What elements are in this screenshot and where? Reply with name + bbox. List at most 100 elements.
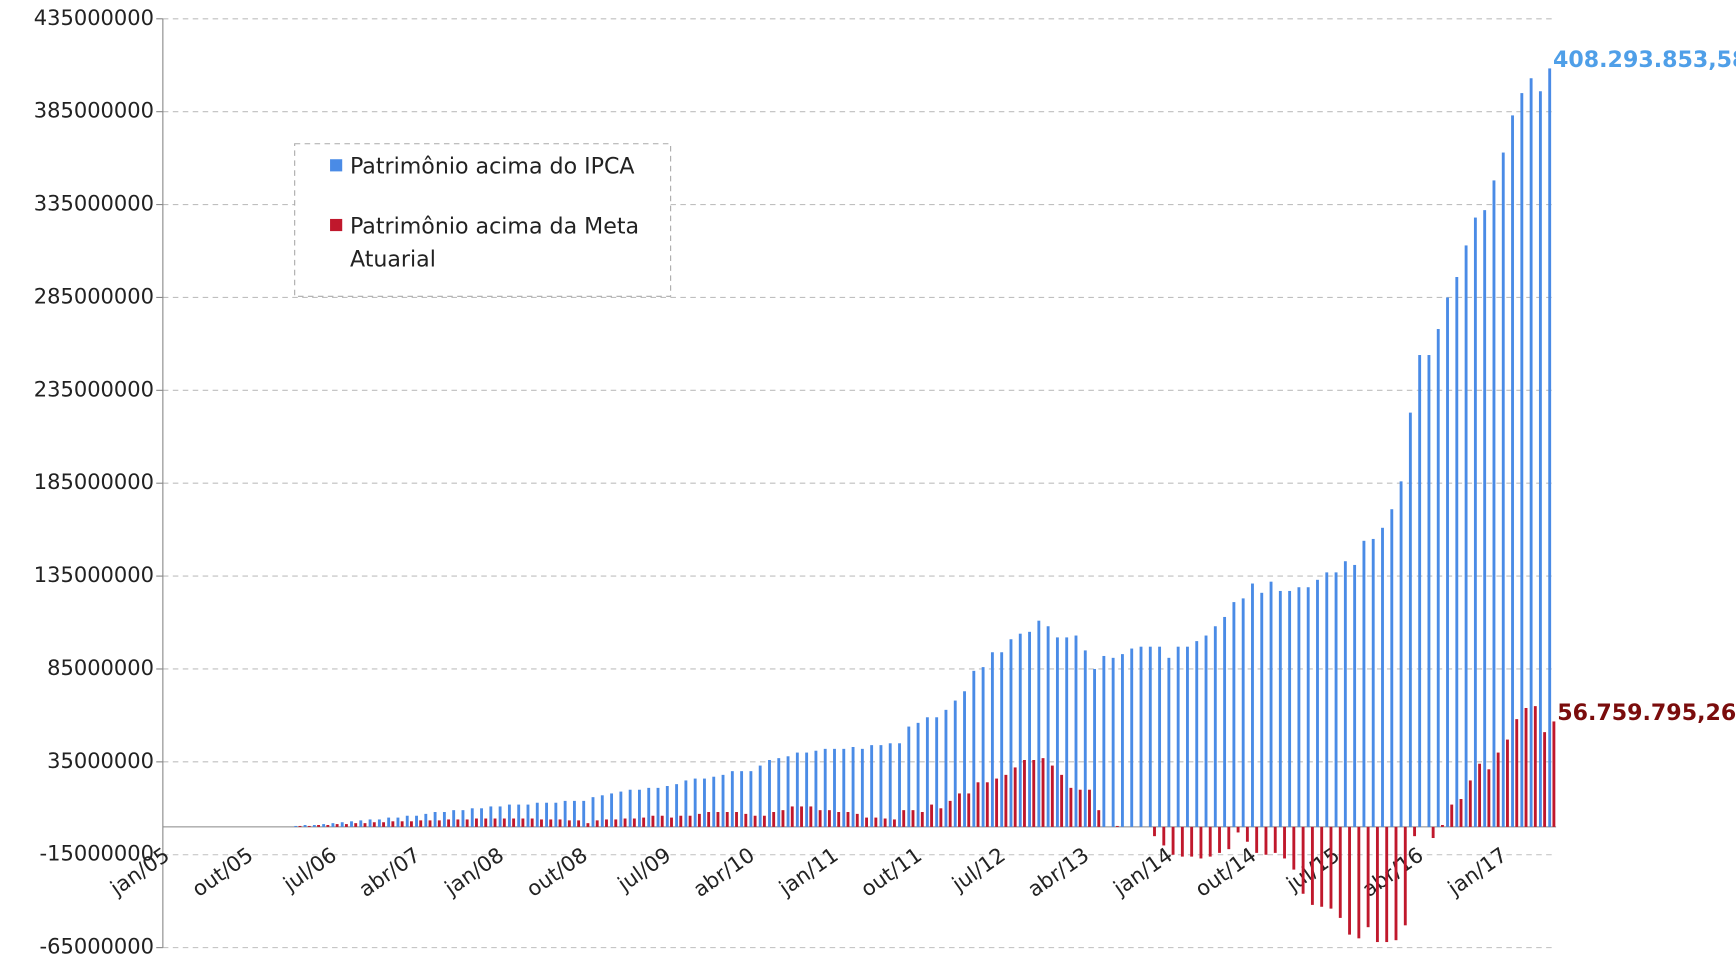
bar (1153, 826, 1156, 837)
bar (484, 818, 488, 827)
bar (1158, 646, 1162, 827)
bar (317, 825, 320, 827)
bar (703, 778, 706, 827)
bar (1009, 639, 1013, 827)
bar (1418, 355, 1422, 827)
bar (1074, 635, 1078, 827)
bar (638, 789, 641, 827)
bar (507, 804, 511, 827)
bar (1381, 527, 1384, 827)
bar (605, 819, 608, 827)
bar (898, 743, 901, 827)
bar (1543, 732, 1547, 827)
bar (1468, 780, 1472, 827)
bar (1297, 587, 1301, 827)
bar (1413, 826, 1417, 837)
bar (322, 824, 326, 827)
bar (995, 778, 999, 827)
bar (1180, 826, 1184, 857)
x-tick-label: jul/06 (278, 843, 341, 897)
bar (1483, 210, 1487, 827)
bar (744, 813, 748, 827)
bar (1004, 774, 1008, 827)
bar (1362, 540, 1366, 827)
bar (415, 815, 418, 827)
bar (1283, 826, 1286, 859)
x-tick-label: out/11 (857, 843, 927, 902)
bar (656, 787, 660, 827)
bar (707, 812, 711, 827)
bar (712, 776, 716, 827)
bar (387, 817, 391, 827)
bar (354, 823, 358, 827)
bar (753, 815, 757, 827)
bar (470, 808, 474, 827)
bar (814, 750, 818, 827)
bar (1399, 481, 1403, 827)
value-label: 408.293.853,58 (1553, 47, 1736, 73)
bar (846, 812, 850, 827)
bar (517, 804, 521, 827)
bar (419, 820, 423, 827)
bar (382, 822, 386, 827)
bar (1278, 590, 1282, 827)
bar (990, 652, 994, 827)
bar (610, 793, 614, 827)
bar (1357, 826, 1361, 939)
bar (902, 810, 906, 827)
bar (558, 819, 562, 827)
bar (1310, 826, 1314, 905)
bar (911, 810, 915, 827)
bar (651, 815, 655, 827)
bar (1548, 68, 1552, 827)
x-tick-label: abr/10 (689, 843, 759, 902)
bar (772, 812, 776, 827)
bar (1385, 826, 1389, 943)
bar (972, 670, 976, 827)
bar (303, 825, 307, 827)
bar (428, 820, 432, 827)
bar (493, 818, 497, 827)
bar (1195, 641, 1199, 827)
bar (1316, 579, 1319, 827)
bar (725, 812, 729, 827)
bar (800, 806, 803, 827)
bar (480, 808, 483, 827)
bar (786, 756, 790, 827)
y-tick-label: 435000000 (34, 6, 154, 30)
bar (907, 726, 911, 827)
bar (762, 815, 766, 827)
bar (1371, 538, 1375, 827)
bar (1492, 180, 1496, 827)
bar (716, 812, 720, 827)
bar (1496, 752, 1500, 827)
bar (805, 752, 809, 827)
y-tick-label: 135000000 (34, 563, 154, 587)
bar (749, 771, 753, 827)
bar (1167, 657, 1171, 827)
bar (456, 819, 460, 827)
bar (758, 765, 762, 827)
bar (1241, 598, 1245, 827)
bar (521, 818, 525, 827)
bar (326, 825, 330, 827)
bar (1223, 616, 1227, 827)
bar (572, 800, 576, 827)
bar (530, 818, 534, 827)
bar (1088, 789, 1091, 827)
bar (916, 722, 920, 827)
bar (892, 819, 896, 827)
bar (489, 806, 493, 827)
legend-label: Patrimônio acima do IPCA (349, 152, 635, 180)
bar (1041, 758, 1045, 827)
bar (1320, 826, 1324, 907)
bar (1097, 810, 1101, 827)
y-tick-label: 385000000 (34, 99, 154, 123)
bar (331, 823, 335, 827)
bar (1037, 620, 1041, 827)
bar (1115, 825, 1119, 827)
bar (865, 817, 868, 827)
y-tick-label: -15000000 (40, 842, 154, 866)
bar (1301, 826, 1305, 894)
bar (688, 815, 692, 827)
